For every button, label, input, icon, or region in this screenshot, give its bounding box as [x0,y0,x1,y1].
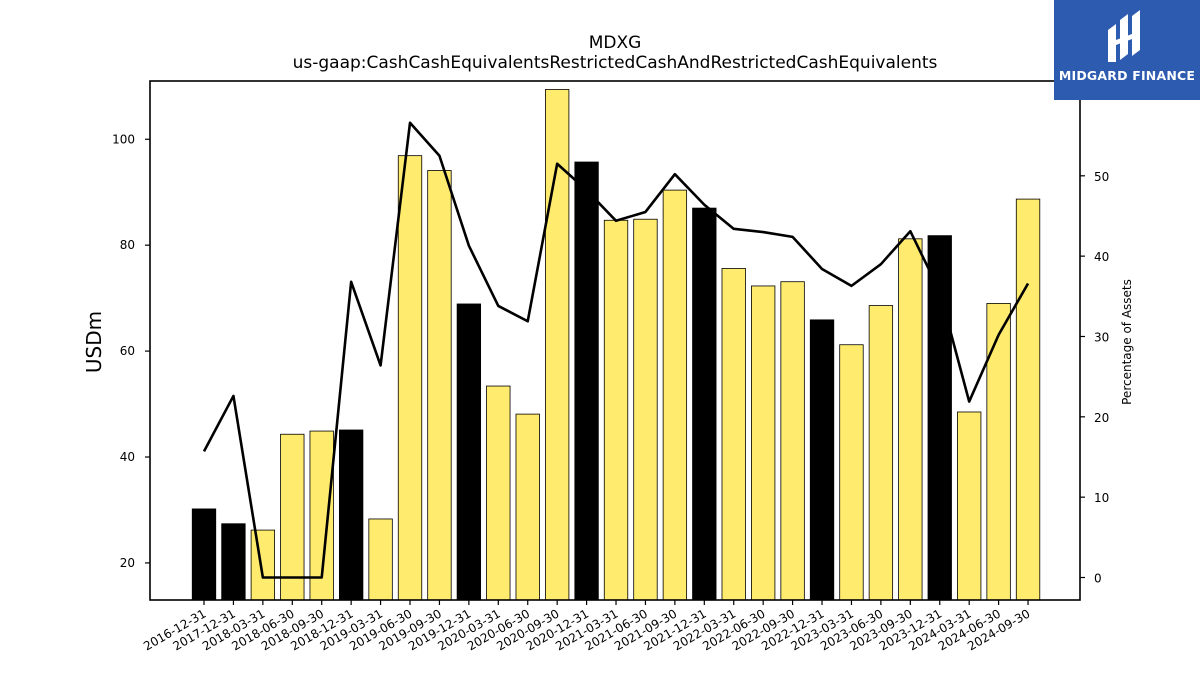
y-tick-label: 60 [120,344,135,358]
bar-2022-03-31 [721,268,746,601]
x-axis-ticks: 2016-12-312017-12-312018-03-312018-06-30… [141,600,1033,653]
y-tick-label: 100 [112,132,135,146]
bar-2020-03-31 [486,385,511,601]
bar-2024-06-30 [986,303,1011,601]
bar-2022-09-30 [780,281,805,601]
y2-axis-label: Percentage of Assets [1120,279,1134,405]
right-axis-ticks: 0 10 20 30 40 50 [1080,170,1109,586]
bar-2020-06-30 [515,413,540,601]
left-axis-ticks: 20 40 60 80 100 [112,132,150,570]
bar-2019-06-30 [397,155,423,601]
bar-2021-12-31 [692,207,717,601]
bar-2023-03-31 [839,344,864,601]
brand-logo: MIDGARD FINANCE [1054,0,1200,100]
y2-tick-label: 40 [1094,250,1109,264]
line-series [202,121,1030,579]
bar-2019-03-31 [368,518,393,601]
bar-2018-12-31 [338,429,364,601]
bar-2016-12-31 [191,508,217,601]
y2-tick-label: 10 [1094,491,1109,505]
chart-subtitle: us-gaap:CashCashEquivalentsRestrictedCas… [293,53,938,73]
bar-2023-06-30 [868,305,894,601]
bar-2022-12-31 [809,319,835,601]
bar-2017-12-31 [221,523,246,601]
bar-2020-12-31 [574,161,599,601]
bar-2024-09-30 [1015,198,1041,601]
plot-frame [149,80,1081,601]
y-tick-label: 20 [120,556,135,570]
bar-2021-06-30 [633,218,658,601]
bar-2018-06-30 [280,433,305,601]
bar-2021-03-31 [603,219,629,601]
bar-2023-09-30 [898,238,923,601]
bar-2022-06-30 [751,285,776,601]
y2-tick-label: 0 [1094,572,1102,586]
logo-text: MIDGARD FINANCE [1058,68,1196,83]
percentage-line [202,121,1030,579]
logo-mark-icon [1108,10,1140,62]
y2-tick-label: 30 [1094,330,1109,344]
y-tick-label: 80 [120,238,135,252]
y2-tick-label: 50 [1094,170,1109,184]
bar-2018-03-31 [250,529,276,601]
bar-2021-09-30 [662,189,688,601]
bar-series [191,89,1041,601]
bar-2019-09-30 [427,170,452,601]
y-tick-label: 40 [120,450,135,464]
chart-title: MDXG [589,33,642,53]
y-axis-label: USDm [82,311,106,373]
bar-2019-12-31 [456,303,482,601]
bar-2024-03-31 [957,411,982,601]
y2-tick-label: 20 [1094,411,1109,425]
